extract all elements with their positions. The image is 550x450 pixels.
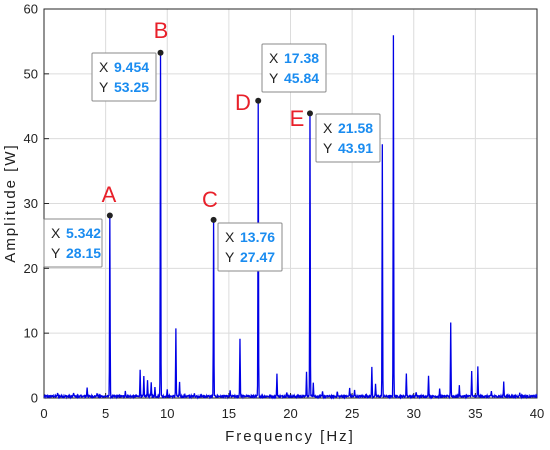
peak-label-b: B [154,18,169,43]
annotation-c: X 13.76 Y 27.47 C [202,187,283,272]
annotation-a: X 5.342 Y 28.15 A [43,182,117,268]
datatip-y-key: Y [323,140,333,156]
datatip-marker-dot [255,97,262,104]
datatip-x-key: X [225,229,235,245]
x-tick-label: 0 [40,406,47,421]
y-tick-label: 30 [24,196,38,211]
datatip-x-value: 17.38 [284,50,319,66]
datatip-marker-dot [157,49,164,56]
y-axis-label: Amplitude [W] [2,143,19,262]
x-tick-label: 40 [530,406,544,421]
datatip-y-value: 53.25 [114,79,149,95]
x-axis-label: Frequency [Hz] [225,428,355,445]
datatip-box [261,43,327,93]
datatip-box [315,113,381,163]
y-tick-label: 40 [24,131,38,146]
datatip-box [91,52,157,102]
x-tick-label: 15 [222,406,236,421]
datatip-marker-dot [210,216,217,223]
datatip-box [43,218,103,268]
y-tick-label: 50 [24,66,38,81]
y-tick-label: 0 [31,391,38,406]
datatip-x-value: 21.58 [338,120,373,136]
peak-label-e: E [290,106,305,131]
datatip-x-value: 9.454 [114,59,149,75]
y-tick-label: 20 [24,261,38,276]
datatip-x-key: X [269,50,279,66]
x-tick-label: 10 [160,406,174,421]
datatip-y-value: 28.15 [66,245,101,261]
datatip-box [217,222,283,272]
datatip-y-key: Y [269,70,279,86]
datatip-x-key: X [51,225,61,241]
tick-labels: 0 5 10 15 20 25 30 35 40 0 10 20 30 40 50 60 [24,2,545,422]
datatip-y-value: 43.91 [338,140,373,156]
datatip-x-value: 5.342 [66,225,101,241]
y-tick-label: 60 [24,2,38,17]
x-tick-label: 35 [468,406,482,421]
annotation-d: X 17.38 Y 45.84 D [235,43,327,115]
datatip-y-value: 27.47 [240,249,275,265]
amplitude-series-line [43,35,538,400]
peak-label-d: D [235,90,251,115]
datatip-y-key: Y [51,245,61,261]
datatip-x-value: 13.76 [240,229,275,245]
datatip-y-key: Y [99,79,109,95]
x-tick-label: 30 [407,406,421,421]
datatip-marker-dot [106,212,113,219]
x-tick-label: 25 [345,406,359,421]
x-tick-label: 5 [102,406,109,421]
annotation-e: X 21.58 Y 43.91 E [290,106,381,163]
peak-label-c: C [202,187,218,212]
annotation-b: X 9.454 Y 53.25 B [91,18,169,102]
y-tick-label: 10 [24,326,38,341]
peak-label-a: A [102,182,117,207]
datatip-y-value: 45.84 [284,70,319,86]
datatip-y-key: Y [225,249,235,265]
datatip-x-key: X [99,59,109,75]
x-tick-label: 20 [283,406,297,421]
datatip-marker-dot [306,110,313,117]
grid-lines [43,8,538,399]
datatip-x-key: X [323,120,333,136]
